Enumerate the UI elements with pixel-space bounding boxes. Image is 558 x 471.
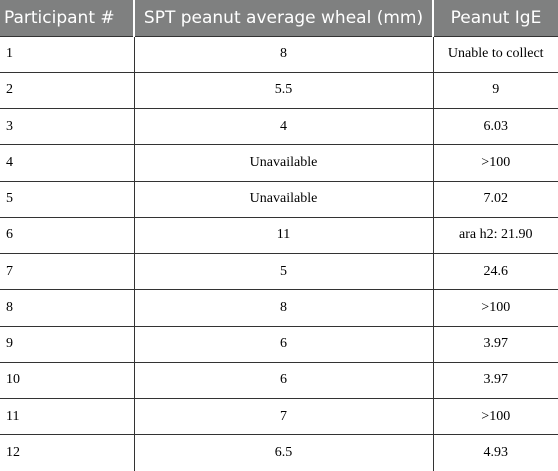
cell-spt-wheal: Unavailable [133,144,433,181]
table-row: 11 7 >100 [0,397,558,435]
table-row: 12 6.5 4.93 [0,434,558,471]
cell-peanut-ige: 6.03 [432,107,558,145]
header-spt-wheal: SPT peanut average wheal (mm) [133,0,433,36]
cell-participant: 4 [0,144,134,181]
cell-spt-wheal: 8 [133,35,433,73]
header-row: Participant # SPT peanut average wheal (… [0,0,558,36]
table-row: 8 8 >100 [0,289,558,326]
table-row: 6 11 ara h2: 21.90 [0,216,558,254]
header-participant: Participant # [0,0,134,36]
cell-spt-wheal: 5.5 [133,71,433,109]
cell-peanut-ige: >100 [432,144,558,181]
cell-spt-wheal: 7 [133,397,433,435]
cell-spt-wheal: 4 [133,107,433,145]
table-row: 10 6 3.97 [0,361,558,399]
table-row: 4 Unavailable >100 [0,144,558,181]
cell-spt-wheal: Unavailable [133,180,433,218]
table-row: 2 5.5 9 [0,71,558,109]
table-header: Participant # SPT peanut average wheal (… [0,0,558,36]
cell-participant: 12 [0,434,134,471]
table-row: 1 8 Unable to collect [0,35,558,73]
cell-peanut-ige: 7.02 [432,180,558,218]
cell-participant: 3 [0,107,134,145]
cell-spt-wheal: 5 [133,252,433,290]
cell-peanut-ige: 3.97 [432,325,558,363]
cell-peanut-ige: >100 [432,397,558,435]
cell-peanut-ige: 3.97 [432,361,558,399]
cell-participant: 7 [0,252,134,290]
cell-participant: 9 [0,325,134,363]
cell-participant: 11 [0,397,134,435]
table-row: 9 6 3.97 [0,325,558,363]
cell-spt-wheal: 6.5 [133,434,433,471]
table-row: 3 4 6.03 [0,107,558,145]
cell-participant: 6 [0,216,134,254]
cell-peanut-ige: Unable to collect [432,35,558,73]
cell-peanut-ige: 24.6 [432,252,558,290]
cell-participant: 2 [0,71,134,109]
cell-peanut-ige: >100 [432,289,558,326]
cell-spt-wheal: 8 [133,289,433,326]
table-row: 7 5 24.6 [0,252,558,290]
cell-participant: 10 [0,361,134,399]
cell-participant: 5 [0,180,134,218]
table-row: 5 Unavailable 7.02 [0,180,558,218]
header-peanut-ige: Peanut IgE [432,0,558,36]
table-body: 1 8 Unable to collect 2 5.5 9 3 4 6.03 4 Unavailab… [0,35,558,471]
cell-peanut-ige: ara h2: 21.90 [432,216,558,254]
cell-peanut-ige: 4.93 [432,434,558,471]
cell-spt-wheal: 11 [133,216,433,254]
cell-spt-wheal: 6 [133,361,433,399]
cell-spt-wheal: 6 [133,325,433,363]
cell-participant: 1 [0,35,134,73]
cell-peanut-ige: 9 [432,71,558,109]
cell-participant: 8 [0,289,134,326]
